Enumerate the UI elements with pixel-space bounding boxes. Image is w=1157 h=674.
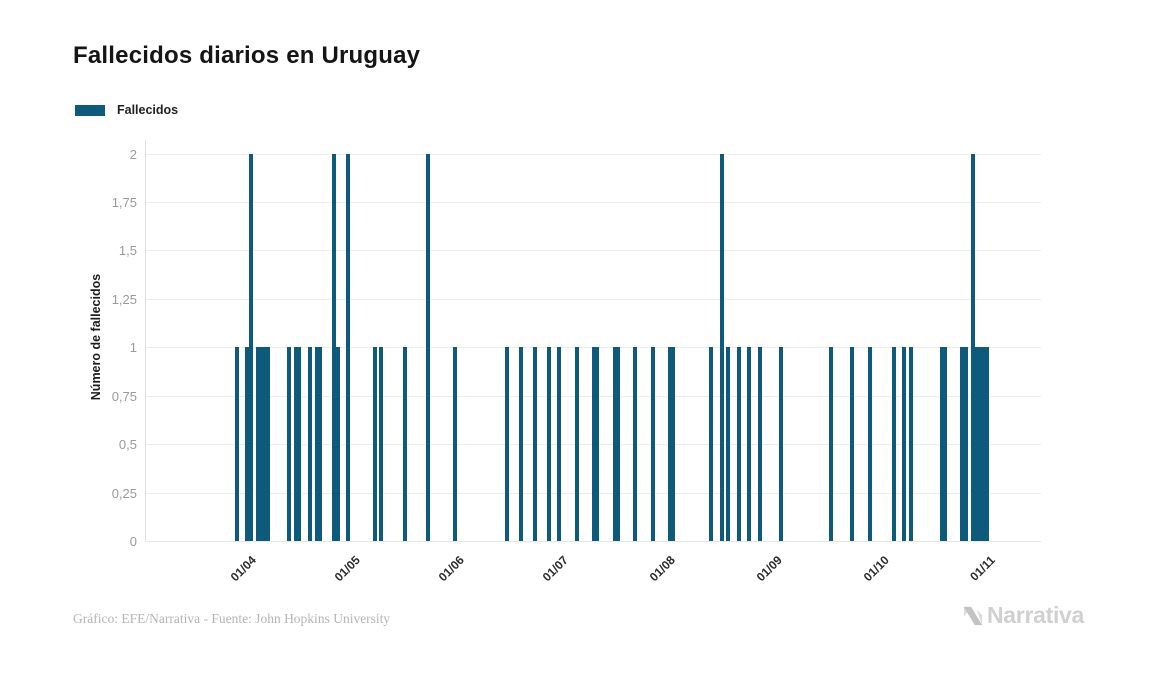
bar[interactable] [426,153,431,541]
bar[interactable] [259,347,264,541]
gridline [145,298,1041,300]
bar[interactable] [719,153,724,541]
bar[interactable] [519,347,524,541]
bar[interactable] [747,347,752,541]
bar[interactable] [345,153,350,541]
y-tick-label: 0,75 [111,388,137,404]
bar[interactable] [960,347,965,541]
bar[interactable] [314,347,319,541]
bar[interactable] [332,153,337,541]
narrativa-logo: Narrativa [962,602,1084,629]
bar[interactable] [726,347,731,541]
bar[interactable] [612,347,617,541]
bar[interactable] [372,347,377,541]
bar[interactable] [974,347,978,541]
bar[interactable] [984,347,989,541]
y-axis-line [145,140,146,542]
legend[interactable]: Fallecidos [75,103,178,117]
bar[interactable] [262,347,267,541]
bar[interactable] [868,347,872,541]
x-tick-label: 01/06 [435,553,467,585]
y-tick-label: 1 [129,340,137,356]
bar[interactable] [943,347,948,541]
bar[interactable] [667,347,672,541]
bar[interactable] [307,347,312,541]
bar[interactable] [318,347,323,541]
gridline [145,201,1041,203]
bar[interactable] [736,347,741,541]
bar[interactable] [970,153,975,541]
bar[interactable] [255,347,260,541]
narrativa-logo-text: Narrativa [987,602,1085,628]
bar[interactable] [977,347,982,541]
bar[interactable] [671,347,676,541]
bar[interactable] [709,347,714,541]
bar[interactable] [293,347,298,541]
bar[interactable] [963,347,968,541]
bar[interactable] [591,347,596,541]
bar[interactable] [557,347,562,541]
y-tick-label: 0,5 [118,437,137,453]
bar[interactable] [828,347,833,541]
bar[interactable] [650,347,655,541]
bar[interactable] [757,347,762,541]
y-tick-label: 0 [129,534,137,549]
legend-swatch [75,104,105,116]
narrativa-logo-icon [963,606,983,625]
bar[interactable] [287,347,291,541]
bar[interactable] [595,347,600,541]
bar[interactable] [505,347,510,541]
x-tick-label: 01/07 [539,553,571,585]
bar[interactable] [245,347,250,541]
bar[interactable] [633,347,638,541]
bar[interactable] [547,347,551,541]
y-tick-label: 1,75 [111,194,137,210]
bar[interactable] [379,347,384,541]
bar[interactable] [297,347,302,541]
x-tick-label: 01/10 [860,553,892,585]
bar[interactable] [533,347,538,541]
x-tick-label: 01/09 [753,553,785,585]
gridline [145,153,1041,155]
legend-label: Fallecidos [117,103,179,117]
y-tick-label: 1,25 [111,291,137,307]
y-tick-label: 2 [129,146,137,162]
x-axis-line [145,541,1041,542]
bar[interactable] [266,347,271,541]
bar[interactable] [909,347,914,541]
bar[interactable] [574,347,579,541]
bar[interactable] [616,347,621,541]
bar[interactable] [891,347,896,541]
source-credit: Gráfico: EFE/Narrativa - Fuente: John Ho… [73,611,391,626]
y-tick-label: 1,5 [118,243,137,259]
gridline [145,250,1041,252]
bar[interactable] [453,347,458,541]
y-tick-label: 0,25 [111,485,137,501]
x-tick-label: 01/08 [646,553,678,585]
bar[interactable] [335,347,340,541]
bar[interactable] [850,347,855,541]
bar[interactable] [981,347,986,541]
bar[interactable] [902,347,907,541]
chart-title: Fallecidos diarios en Uruguay [73,42,421,69]
bar[interactable] [248,153,253,541]
bar[interactable] [402,347,407,541]
bar[interactable] [939,347,944,541]
bar[interactable] [778,347,783,541]
bar[interactable] [235,347,239,541]
